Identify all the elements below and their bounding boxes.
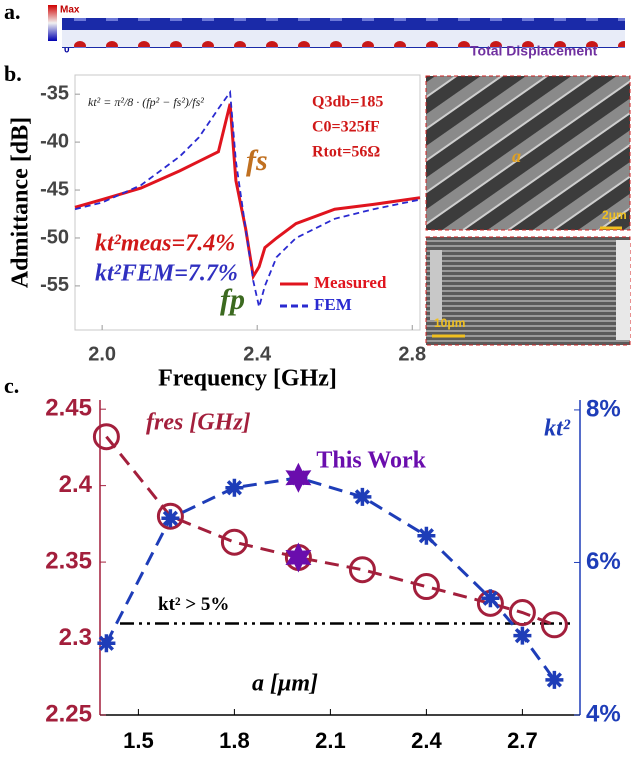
x-tick-label: 2.4	[411, 728, 442, 753]
y-tick-label: -45	[40, 178, 69, 200]
y2-tick-label: 4%	[586, 700, 621, 727]
x-tick-label: 1.8	[219, 728, 250, 753]
highlight-label: This Work	[316, 448, 426, 474]
data-point	[97, 634, 115, 652]
scale-max: Max	[60, 5, 80, 16]
y-axis-label: Admittance [dB]	[8, 117, 34, 288]
y-axis-label: fres [GHz]	[146, 410, 251, 436]
y-tick-label: -40	[40, 130, 69, 152]
annotation: fp	[220, 283, 245, 316]
scale-label: 10μm	[434, 316, 465, 330]
scale-label: 2μm	[602, 208, 627, 222]
data-point	[94, 425, 118, 449]
panel-label: c.	[4, 373, 19, 398]
panel-label: b.	[4, 61, 22, 86]
x-tick-label: 2.0	[88, 343, 116, 365]
panel-label: a.	[4, 0, 21, 24]
data-point	[225, 479, 243, 497]
data-point	[414, 575, 438, 599]
annotation: C0=325fF	[312, 119, 380, 136]
y-tick-label: 2.45	[45, 395, 92, 422]
y-tick-label: 2.4	[59, 471, 93, 498]
x-tick-label: 2.1	[315, 728, 346, 753]
figure: a. b. c. Max 0 Total Displacement a 2μm …	[0, 0, 635, 758]
annotation: kt²meas=7.4%	[95, 231, 235, 257]
y2-axis-label: kt²	[544, 416, 571, 442]
displacement-caption: Total Displacement	[470, 43, 598, 59]
x-tick-label: 2.7	[507, 728, 538, 753]
data-point	[417, 527, 435, 545]
x-tick-label: 2.4	[243, 343, 272, 365]
data-point	[481, 589, 499, 607]
trend-line	[106, 478, 554, 680]
data-point	[350, 558, 374, 582]
data-point	[161, 509, 179, 527]
annotation: Rtot=56Ω	[312, 144, 380, 161]
annotation: fs	[246, 144, 268, 177]
highlight-star	[285, 543, 311, 573]
legend-label: Measured	[314, 273, 387, 292]
x-axis-label: a [μm]	[252, 671, 318, 697]
data-point	[513, 627, 531, 645]
data-point	[542, 613, 566, 637]
threshold-label: kt² > 5%	[158, 594, 229, 615]
y-tick-label: -55	[40, 274, 69, 296]
sem-pad	[430, 250, 442, 320]
y2-tick-label: 6%	[586, 548, 621, 575]
data-point	[222, 530, 246, 554]
data-point	[353, 488, 371, 506]
color-bar	[48, 5, 57, 41]
y-tick-label: 2.25	[45, 700, 92, 727]
y-tick-label: 2.3	[59, 624, 92, 651]
y-tick-label: 2.35	[45, 547, 92, 574]
y2-tick-label: 8%	[586, 395, 621, 422]
y-tick-label: -35	[40, 82, 69, 104]
x-axis-label: Frequency [GHz]	[158, 366, 337, 392]
annotation: kt²FEM=7.7%	[95, 261, 238, 287]
pitch-label: a	[512, 146, 521, 166]
annotation: kt² = π²/8 · (fp² − fs²)/fs²	[88, 95, 204, 109]
data-point	[545, 671, 563, 689]
x-tick-label: 2.8	[398, 343, 426, 365]
sem-image-top	[426, 76, 630, 230]
x-tick-label: 1.5	[123, 728, 154, 753]
y-tick-label: -50	[40, 226, 69, 248]
annotation: Q3db=185	[312, 94, 383, 111]
sem-pad	[616, 240, 630, 340]
legend-label: FEM	[314, 295, 352, 314]
